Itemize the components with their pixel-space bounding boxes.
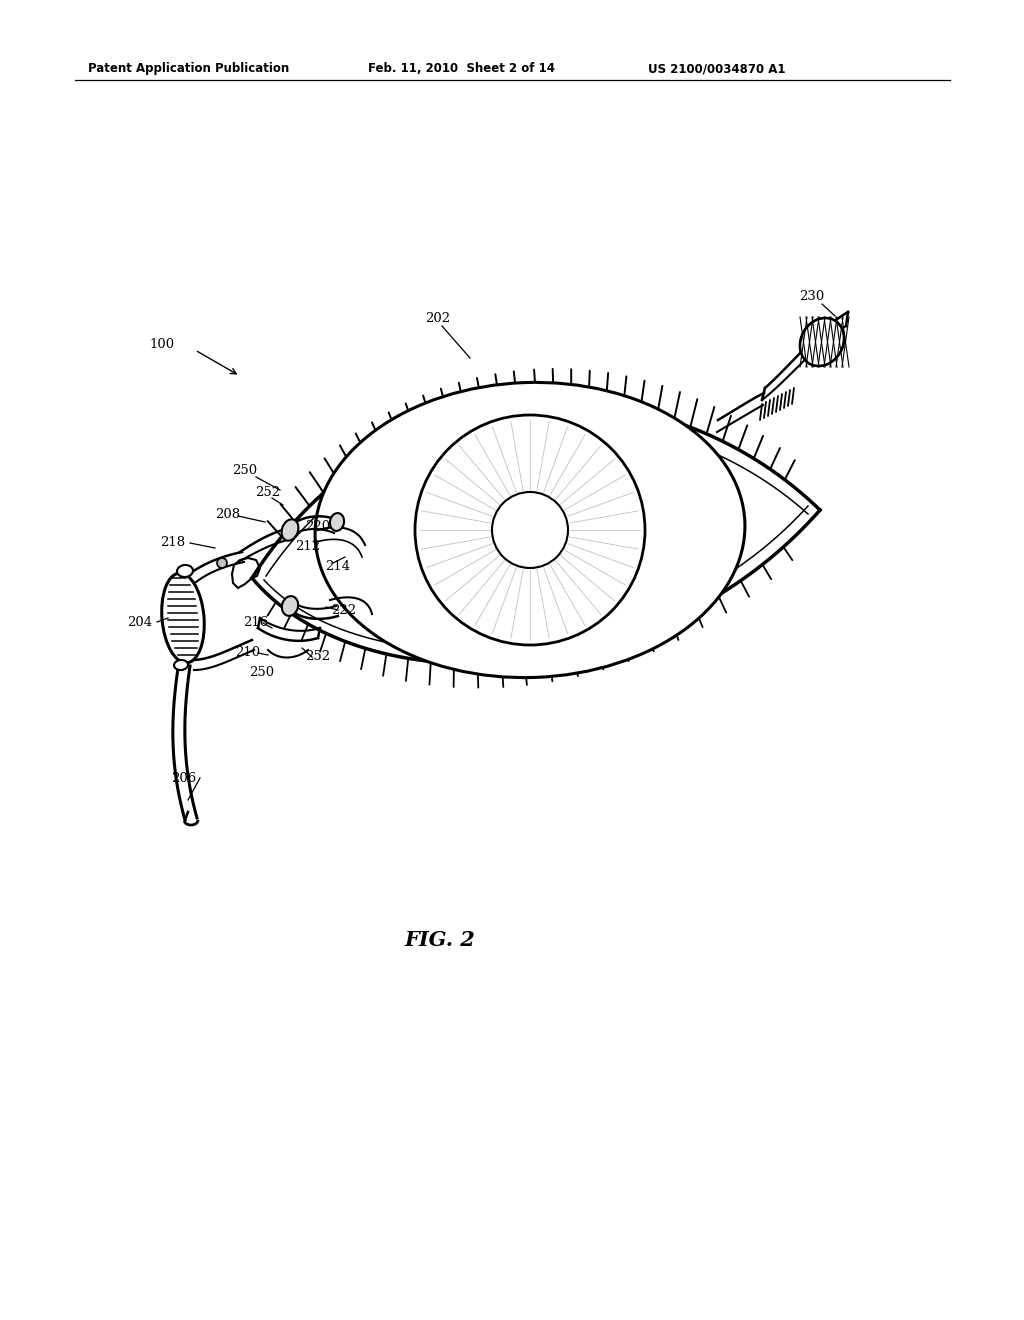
- Ellipse shape: [800, 318, 844, 366]
- Ellipse shape: [217, 558, 227, 568]
- Text: 212: 212: [296, 540, 321, 553]
- Text: Feb. 11, 2010  Sheet 2 of 14: Feb. 11, 2010 Sheet 2 of 14: [368, 62, 555, 75]
- Polygon shape: [252, 403, 820, 664]
- Text: Patent Application Publication: Patent Application Publication: [88, 62, 289, 75]
- Text: 220: 220: [305, 520, 331, 532]
- Text: 100: 100: [150, 338, 175, 351]
- Text: US 2100/0034870 A1: US 2100/0034870 A1: [648, 62, 785, 75]
- Text: 208: 208: [215, 508, 241, 521]
- Ellipse shape: [174, 660, 188, 671]
- Text: 218: 218: [160, 536, 185, 549]
- Text: 216: 216: [244, 615, 268, 628]
- Ellipse shape: [177, 565, 193, 577]
- Text: 214: 214: [326, 560, 350, 573]
- Ellipse shape: [492, 492, 568, 568]
- Text: 252: 252: [305, 649, 331, 663]
- Ellipse shape: [415, 414, 645, 645]
- Ellipse shape: [282, 519, 298, 541]
- Text: FIG. 2: FIG. 2: [404, 931, 475, 950]
- Ellipse shape: [282, 597, 298, 616]
- Text: 222: 222: [332, 603, 356, 616]
- Ellipse shape: [162, 573, 204, 663]
- Text: 230: 230: [800, 289, 824, 302]
- Text: 206: 206: [171, 771, 196, 784]
- Text: 252: 252: [255, 486, 281, 499]
- Ellipse shape: [315, 383, 744, 677]
- Text: 202: 202: [425, 312, 451, 325]
- Text: 204: 204: [127, 615, 152, 628]
- Ellipse shape: [534, 503, 556, 521]
- Ellipse shape: [330, 513, 344, 531]
- Text: 250: 250: [250, 665, 274, 678]
- Text: 210: 210: [236, 645, 260, 659]
- Text: 250: 250: [232, 463, 258, 477]
